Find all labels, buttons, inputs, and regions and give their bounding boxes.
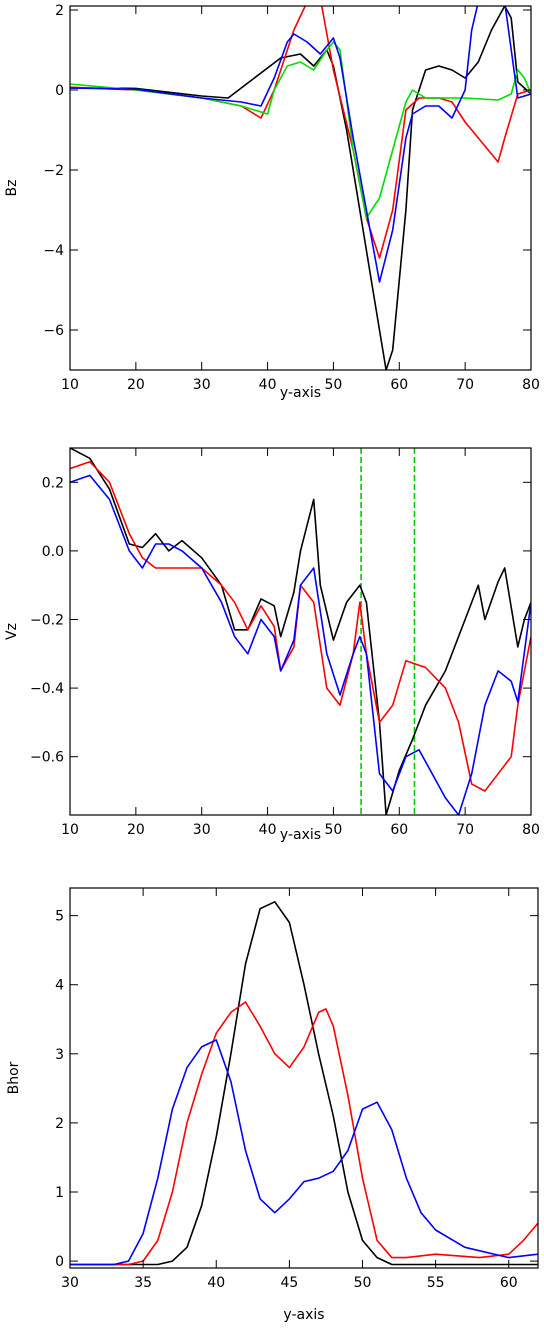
x-tick-label: 50 (354, 1275, 372, 1291)
x-tick-label: 55 (427, 1275, 445, 1291)
x-tick-label: 80 (522, 377, 540, 393)
y-axis-label: Vz (4, 623, 20, 640)
series-line-1 (70, 448, 531, 815)
y-tick-label: −0.2 (30, 612, 64, 628)
x-tick-label: 30 (61, 1275, 79, 1291)
y-tick-label: 5 (55, 909, 64, 925)
series-line-1 (70, 6, 531, 370)
x-tick-label: 70 (456, 377, 474, 393)
x-tick-label: 20 (127, 377, 145, 393)
x-tick-label: 10 (61, 377, 79, 393)
x-tick-label: 60 (390, 822, 408, 838)
y-tick-label: 0 (55, 1254, 64, 1270)
y-tick-label: 0.0 (42, 544, 64, 560)
x-tick-label: 35 (134, 1275, 152, 1291)
y-tick-label: 0.2 (42, 475, 64, 491)
series-line-1 (70, 901, 538, 1266)
axes-frame (69, 887, 539, 1269)
series-line-2 (70, 1001, 538, 1266)
x-axis-label: y-axis (283, 1307, 324, 1323)
x-tick-label: 50 (325, 377, 343, 393)
series-line-3 (70, 474, 531, 815)
plot-area (70, 6, 531, 370)
series-line-3 (70, 41, 531, 219)
y-axis-label: Bz (4, 180, 20, 197)
y-tick-label: 1 (55, 1185, 64, 1201)
x-tick-label: 50 (325, 822, 343, 838)
x-tick-label: 30 (193, 377, 211, 393)
x-tick-label: 40 (259, 822, 277, 838)
y-tick-label: 2 (55, 1116, 64, 1132)
chart-panel-1: 10 20 30 40 50 60 70 80 −6 −4 −2 0 2 y-axis Bz (4, 3, 540, 401)
y-tick-label: 3 (55, 1047, 64, 1063)
axes-frame (69, 5, 532, 371)
y-tick-label: 2 (55, 3, 64, 19)
chart-panel-2: 10 20 30 40 50 60 70 80 −0.6 −0.4 −0.2 0.0 0.2 y-axis… (4, 447, 540, 843)
plot-area (70, 448, 531, 815)
y-tick-label: −0.6 (30, 750, 64, 766)
y-tick-label: 4 (55, 978, 64, 994)
x-tick-label: 40 (259, 377, 277, 393)
x-tick-label: 60 (390, 377, 408, 393)
series-line-2 (70, 6, 531, 259)
plot-area (70, 901, 538, 1266)
y-tick-label: −0.4 (30, 681, 64, 697)
series-line-4 (70, 6, 531, 283)
axes-frame (69, 447, 532, 816)
x-axis-label: y-axis (280, 827, 321, 843)
x-tick-label: 30 (193, 822, 211, 838)
x-tick-label: 40 (207, 1275, 225, 1291)
x-axis-label: y-axis (280, 385, 321, 401)
y-tick-label: −2 (43, 163, 64, 179)
y-tick-label: 0 (55, 83, 64, 99)
series-line-2 (70, 460, 531, 792)
x-tick-label: 60 (500, 1275, 518, 1291)
y-axis-label: Bhor (6, 1061, 22, 1094)
x-tick-label: 20 (127, 822, 145, 838)
x-tick-label: 45 (280, 1275, 298, 1291)
x-tick-label: 80 (522, 822, 540, 838)
y-tick-label: −4 (43, 243, 64, 259)
x-tick-label: 70 (456, 822, 474, 838)
y-tick-label: −6 (43, 323, 64, 339)
series-line-3 (70, 1039, 538, 1266)
x-tick-label: 10 (61, 822, 79, 838)
